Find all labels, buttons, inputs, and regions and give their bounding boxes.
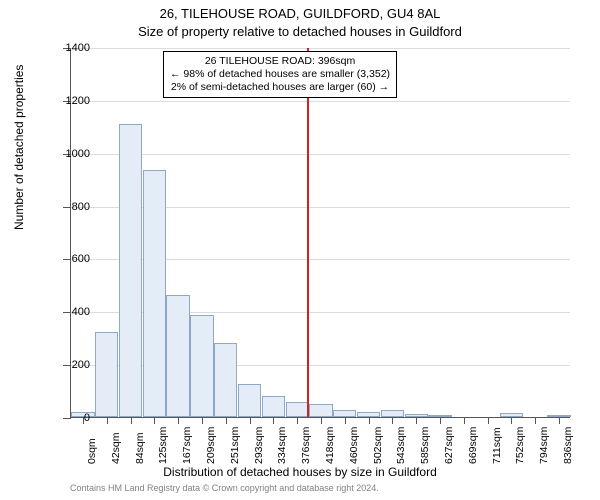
x-tick-label: 752sqm <box>514 427 526 464</box>
x-tick <box>488 417 489 424</box>
histogram-bar <box>262 396 285 417</box>
x-tick-label: 376sqm <box>300 427 312 464</box>
marker-line <box>307 48 309 417</box>
y-tick-label: 1000 <box>30 148 90 160</box>
x-tick <box>250 417 251 424</box>
x-tick <box>535 417 536 424</box>
x-tick-label: 251sqm <box>229 427 241 464</box>
x-tick <box>107 417 108 424</box>
x-tick-label: 502sqm <box>372 427 384 464</box>
x-tick-label: 125sqm <box>157 427 169 464</box>
x-tick <box>226 417 227 424</box>
x-axis-label: Distribution of detached houses by size … <box>0 465 600 479</box>
histogram-bar <box>143 170 166 417</box>
gridline <box>71 154 570 155</box>
annotation-line2: ← 98% of detached houses are smaller (3,… <box>170 68 390 80</box>
y-tick-label: 400 <box>30 306 90 318</box>
x-tick <box>559 417 560 424</box>
x-tick <box>440 417 441 424</box>
x-tick <box>345 417 346 424</box>
histogram-bar <box>238 384 261 417</box>
y-tick-label: 0 <box>30 412 90 424</box>
histogram-bar <box>214 343 237 417</box>
x-tick <box>369 417 370 424</box>
x-tick-label: 627sqm <box>443 427 455 464</box>
x-tick-label: 84sqm <box>134 432 146 464</box>
histogram-bar <box>309 404 332 417</box>
x-tick-label: 711sqm <box>491 427 503 464</box>
gridline <box>71 101 570 102</box>
x-tick <box>131 417 132 424</box>
x-tick-label: 0sqm <box>86 438 98 464</box>
histogram-bar <box>286 402 309 417</box>
x-tick <box>321 417 322 424</box>
x-tick-label: 418sqm <box>324 427 336 464</box>
x-tick-label: 293sqm <box>253 427 265 464</box>
histogram-bar <box>333 410 356 417</box>
histogram-bar <box>166 295 189 417</box>
x-tick-label: 460sqm <box>348 427 360 464</box>
x-tick <box>273 417 274 424</box>
chart-title-subtitle: Size of property relative to detached ho… <box>0 24 600 39</box>
y-tick-label: 600 <box>30 253 90 265</box>
footer-text: Contains HM Land Registry data © Crown c… <box>70 483 379 494</box>
x-tick-label: 543sqm <box>395 427 407 464</box>
y-tick-label: 800 <box>30 201 90 213</box>
x-tick <box>511 417 512 424</box>
annotation-box: 26 TILEHOUSE ROAD: 396sqm ← 98% of detac… <box>163 51 397 98</box>
chart-container: 26, TILEHOUSE ROAD, GUILDFORD, GU4 8AL S… <box>0 0 600 500</box>
x-tick-label: 794sqm <box>538 427 550 464</box>
y-tick-label: 200 <box>30 359 90 371</box>
x-tick <box>297 417 298 424</box>
y-tick-label: 1400 <box>30 42 90 54</box>
histogram-bar <box>95 332 118 417</box>
x-tick-label: 669sqm <box>467 427 479 464</box>
x-tick <box>178 417 179 424</box>
x-tick <box>392 417 393 424</box>
chart-title-address: 26, TILEHOUSE ROAD, GUILDFORD, GU4 8AL <box>0 6 600 21</box>
x-tick <box>464 417 465 424</box>
x-tick-label: 167sqm <box>181 427 193 464</box>
y-tick-label: 1200 <box>30 95 90 107</box>
histogram-bar <box>190 315 213 417</box>
histogram-bar <box>119 124 142 417</box>
x-tick <box>154 417 155 424</box>
gridline <box>71 48 570 49</box>
x-tick-label: 334sqm <box>276 427 288 464</box>
x-tick-label: 42sqm <box>110 432 122 464</box>
x-tick <box>202 417 203 424</box>
footer-line1: Contains HM Land Registry data © Crown c… <box>70 483 379 493</box>
x-tick-label: 836sqm <box>562 427 574 464</box>
x-tick-label: 209sqm <box>205 427 217 464</box>
histogram-bar <box>381 410 404 417</box>
annotation-line1: 26 TILEHOUSE ROAD: 396sqm <box>205 55 355 67</box>
annotation-line3: 2% of semi-detached houses are larger (6… <box>171 81 389 93</box>
plot-area: 26 TILEHOUSE ROAD: 396sqm ← 98% of detac… <box>70 48 570 418</box>
x-tick <box>416 417 417 424</box>
x-tick-label: 585sqm <box>419 427 431 464</box>
y-axis-label: Number of detached properties <box>12 65 26 230</box>
